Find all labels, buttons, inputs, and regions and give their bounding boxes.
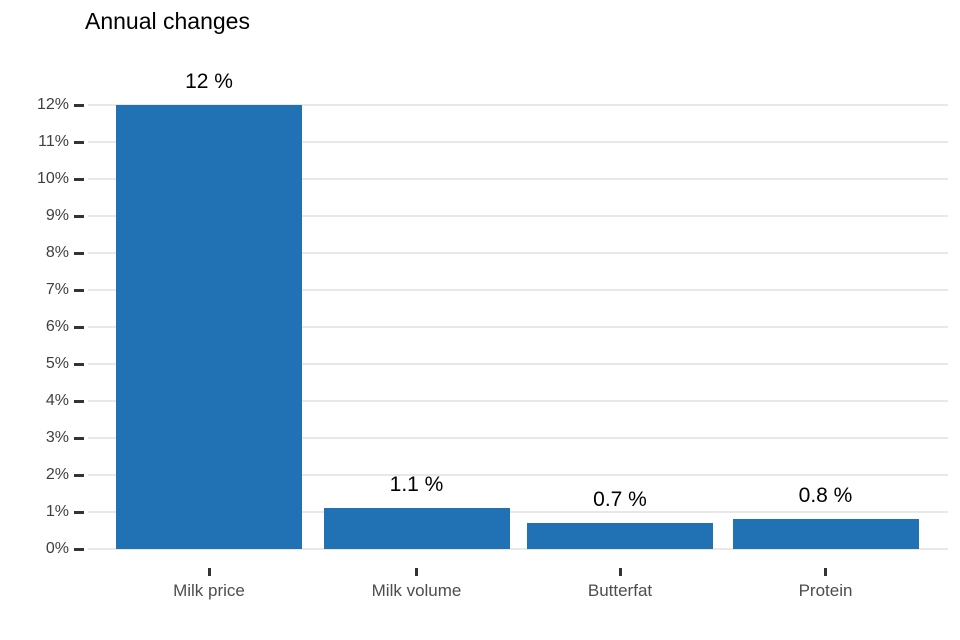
gridline xyxy=(88,215,948,217)
gridline xyxy=(88,178,948,180)
gridline xyxy=(88,363,948,365)
gridline xyxy=(88,548,948,550)
gridline xyxy=(88,511,948,513)
x-axis-label: Milk price xyxy=(173,581,245,600)
gridline xyxy=(88,326,948,328)
y-axis-label: 7% xyxy=(45,281,69,298)
y-axis-label: 2% xyxy=(45,466,69,483)
x-axis-label: Protein xyxy=(798,581,853,600)
gridline xyxy=(88,141,948,143)
bar-value-label: 0.8 % xyxy=(798,484,853,508)
y-axis-label: 1% xyxy=(45,503,69,520)
y-axis-label: 12% xyxy=(36,96,69,113)
bar-milk-price xyxy=(116,105,302,549)
x-axis-tick xyxy=(618,568,622,576)
y-axis-tick xyxy=(74,326,84,329)
x-axis-label: Milk volume xyxy=(371,581,462,600)
y-axis-label: 0% xyxy=(45,540,69,557)
gridline xyxy=(88,289,948,291)
y-axis-label: 9% xyxy=(45,207,69,224)
y-axis-label: 11% xyxy=(38,133,69,150)
y-axis-tick xyxy=(74,437,84,440)
y-axis-tick xyxy=(74,548,84,551)
bar-milk-volume xyxy=(323,508,510,549)
gridline xyxy=(88,252,948,254)
bar-value-label: 12 % xyxy=(185,70,233,93)
bar-protein xyxy=(732,519,919,549)
y-axis-label: 3% xyxy=(45,429,69,446)
gridline xyxy=(88,104,948,106)
y-axis-label: 5% xyxy=(45,355,69,372)
gridline xyxy=(88,400,948,402)
y-axis-tick xyxy=(74,178,84,181)
y-axis-tick xyxy=(74,289,84,292)
bar-value-label: 0.7 % xyxy=(593,488,647,512)
y-axis-tick xyxy=(74,400,84,403)
x-axis-tick xyxy=(824,568,827,576)
y-axis-tick xyxy=(74,215,84,218)
y-axis-tick xyxy=(74,511,84,514)
chart-title: Annual changes xyxy=(85,8,250,34)
y-axis-tick xyxy=(74,141,84,144)
x-axis-label: Butterfat xyxy=(587,581,653,600)
x-axis-tick xyxy=(415,568,418,576)
bar-value-label: 1.1 % xyxy=(389,473,444,497)
y-axis-label: 6% xyxy=(45,318,69,335)
y-axis-label: 10% xyxy=(36,170,69,187)
y-axis-tick xyxy=(74,104,84,107)
gridline xyxy=(88,437,948,439)
bar-butterfat xyxy=(527,523,713,549)
x-axis-tick xyxy=(207,568,211,576)
y-axis-tick xyxy=(74,474,84,477)
gridline xyxy=(88,474,948,476)
y-axis-tick xyxy=(74,252,84,255)
y-axis-tick xyxy=(74,363,84,366)
y-axis-label: 8% xyxy=(45,244,69,261)
y-axis-label: 4% xyxy=(45,392,69,409)
